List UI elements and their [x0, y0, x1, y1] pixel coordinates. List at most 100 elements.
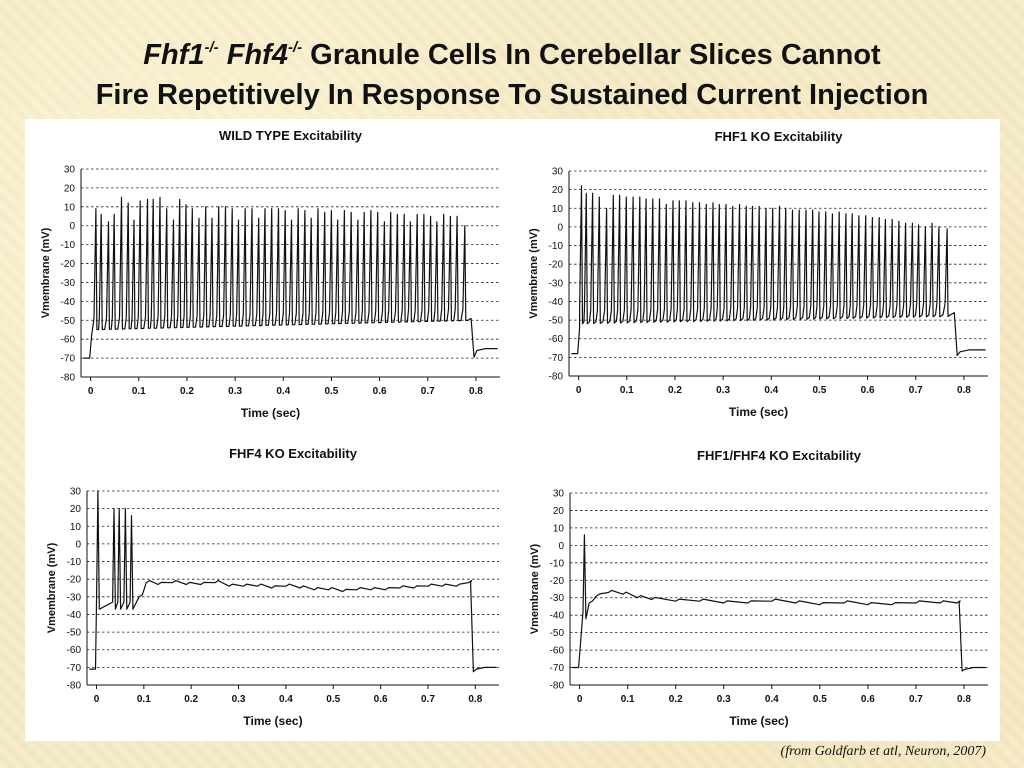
- x-tick-label: 0.5: [813, 694, 827, 705]
- x-tick-label: 0.4: [765, 694, 779, 705]
- x-tick-label: 0.2: [180, 386, 194, 397]
- title-line-1: Fhf1-/- Fhf4-/- Granule Cells In Cerebel…: [0, 28, 1024, 75]
- x-tick-label: 0.4: [279, 694, 293, 705]
- y-tick-label: -20: [549, 260, 564, 271]
- y-axis-label: Vmembrane (mV): [40, 227, 52, 318]
- y-tick-label: -20: [67, 575, 82, 586]
- y-tick-label: -20: [61, 259, 76, 270]
- y-axis-label: Vmembrane (mV): [46, 542, 58, 633]
- y-tick-label: -40: [67, 610, 82, 621]
- x-axis-label: Time (sec): [241, 406, 300, 420]
- y-tick-label: -40: [549, 297, 564, 308]
- y-tick-label: -40: [61, 297, 76, 308]
- x-tick-label: 0.8: [957, 385, 971, 396]
- y-tick-label: -50: [61, 316, 76, 327]
- y-tick-label: 20: [552, 185, 564, 196]
- chart-title: FHF4 KO Excitability: [229, 446, 358, 461]
- x-tick-label: 0.6: [861, 385, 875, 396]
- x-tick-label: 0.3: [228, 386, 242, 397]
- y-tick-label: -30: [550, 593, 565, 604]
- x-tick-label: 0.7: [909, 694, 923, 705]
- y-tick-label: 0: [75, 539, 81, 550]
- x-tick-label: 0.4: [764, 385, 778, 396]
- title-line-1-rest: Granule Cells In Cerebellar Slices Canno…: [302, 39, 881, 71]
- y-tick-label: 10: [70, 522, 82, 533]
- y-tick-label: 0: [69, 221, 75, 232]
- y-tick-label: 30: [64, 165, 76, 176]
- y-tick-label: -70: [61, 354, 76, 365]
- chart-4: FHF1/FHF4 KO Excitability -80 -70 -60 -50 -40…: [529, 448, 988, 728]
- y-tick-label: -50: [549, 316, 564, 327]
- x-tick-label: 0.6: [374, 694, 388, 705]
- x-tick-label: 0.7: [909, 385, 923, 396]
- x-tick-label: 0.3: [717, 694, 731, 705]
- superscript-fhf4: -/-: [287, 39, 303, 56]
- y-tick-label: -60: [61, 335, 76, 346]
- y-tick-label: -10: [549, 241, 564, 252]
- y-tick-label: 10: [64, 202, 76, 213]
- x-tick-label: 0.7: [421, 694, 435, 705]
- y-tick-label: -30: [61, 278, 76, 289]
- chart-2: FHF1 KO Excitability -80 -70 -60 -50 -40 -30 -2…: [528, 129, 988, 419]
- title-line-2: Fire Repetitively In Response To Sustain…: [95, 79, 929, 111]
- x-tick-label: 0: [577, 694, 583, 705]
- x-tick-label: 0.3: [232, 694, 246, 705]
- x-tick-label: 0.8: [957, 694, 971, 705]
- y-tick-label: 10: [552, 204, 564, 215]
- chart-title: FHF1/FHF4 KO Excitability: [697, 448, 862, 463]
- x-tick-label: 0.2: [668, 385, 682, 396]
- x-tick-label: 0.4: [276, 386, 290, 397]
- x-axis-label: Time (sec): [729, 405, 788, 419]
- voltage-trace: [89, 490, 497, 673]
- y-tick-label: 30: [553, 489, 565, 500]
- y-tick-label: -80: [67, 681, 82, 692]
- x-tick-label: 0.1: [132, 386, 146, 397]
- x-tick-label: 0.2: [184, 694, 198, 705]
- y-tick-label: 20: [64, 183, 76, 194]
- y-tick-label: -20: [550, 576, 565, 587]
- voltage-trace: [572, 534, 986, 672]
- y-tick-label: -80: [61, 373, 76, 384]
- x-tick-label: 0.7: [421, 386, 435, 397]
- figure-svg: WILD TYPE Excitability -80 -70 -60 -50 -40 -30…: [40, 128, 988, 728]
- x-tick-label: 0.5: [324, 386, 338, 397]
- x-tick-label: 0.6: [373, 386, 387, 397]
- y-tick-label: 30: [70, 487, 82, 498]
- y-tick-label: -80: [550, 681, 565, 692]
- y-tick-label: 20: [70, 504, 82, 515]
- x-tick-label: 0.1: [137, 694, 151, 705]
- y-tick-label: -70: [550, 663, 565, 674]
- x-tick-label: 0.8: [469, 386, 483, 397]
- citation: (from Goldfarb et atl, Neuron, 2007): [780, 744, 986, 759]
- y-tick-label: -50: [67, 628, 82, 639]
- x-tick-label: 0: [576, 385, 582, 396]
- y-tick-label: -10: [550, 558, 565, 569]
- x-tick-label: 0.5: [326, 694, 340, 705]
- x-tick-label: 0.5: [812, 385, 826, 396]
- y-tick-label: -40: [550, 611, 565, 622]
- y-tick-label: 20: [553, 506, 565, 517]
- y-tick-label: -70: [67, 663, 82, 674]
- y-tick-label: -60: [550, 646, 565, 657]
- y-tick-label: -60: [67, 645, 82, 656]
- y-tick-label: -70: [549, 353, 564, 364]
- y-tick-label: -30: [549, 278, 564, 289]
- y-tick-label: -10: [67, 557, 82, 568]
- x-tick-label: 0.1: [621, 694, 635, 705]
- y-tick-label: 30: [552, 167, 564, 178]
- x-tick-label: 0.1: [620, 385, 634, 396]
- x-tick-label: 0: [88, 386, 94, 397]
- voltage-trace: [571, 185, 986, 357]
- y-tick-label: -60: [549, 334, 564, 345]
- x-tick-label: 0.6: [861, 694, 875, 705]
- y-tick-label: 10: [553, 523, 565, 534]
- chart-3: FHF4 KO Excitability -80 -70 -60 -50 -40 -30 -2…: [46, 446, 499, 728]
- y-tick-label: -30: [67, 592, 82, 603]
- voltage-trace: [83, 196, 498, 359]
- y-axis-label: Vmembrane (mV): [528, 228, 540, 319]
- chart-title: FHF1 KO Excitability: [715, 129, 844, 144]
- x-tick-label: 0: [94, 694, 100, 705]
- y-tick-label: -50: [550, 628, 565, 639]
- gene-fhf4: Fhf4: [226, 39, 288, 71]
- x-axis-label: Time (sec): [243, 714, 302, 728]
